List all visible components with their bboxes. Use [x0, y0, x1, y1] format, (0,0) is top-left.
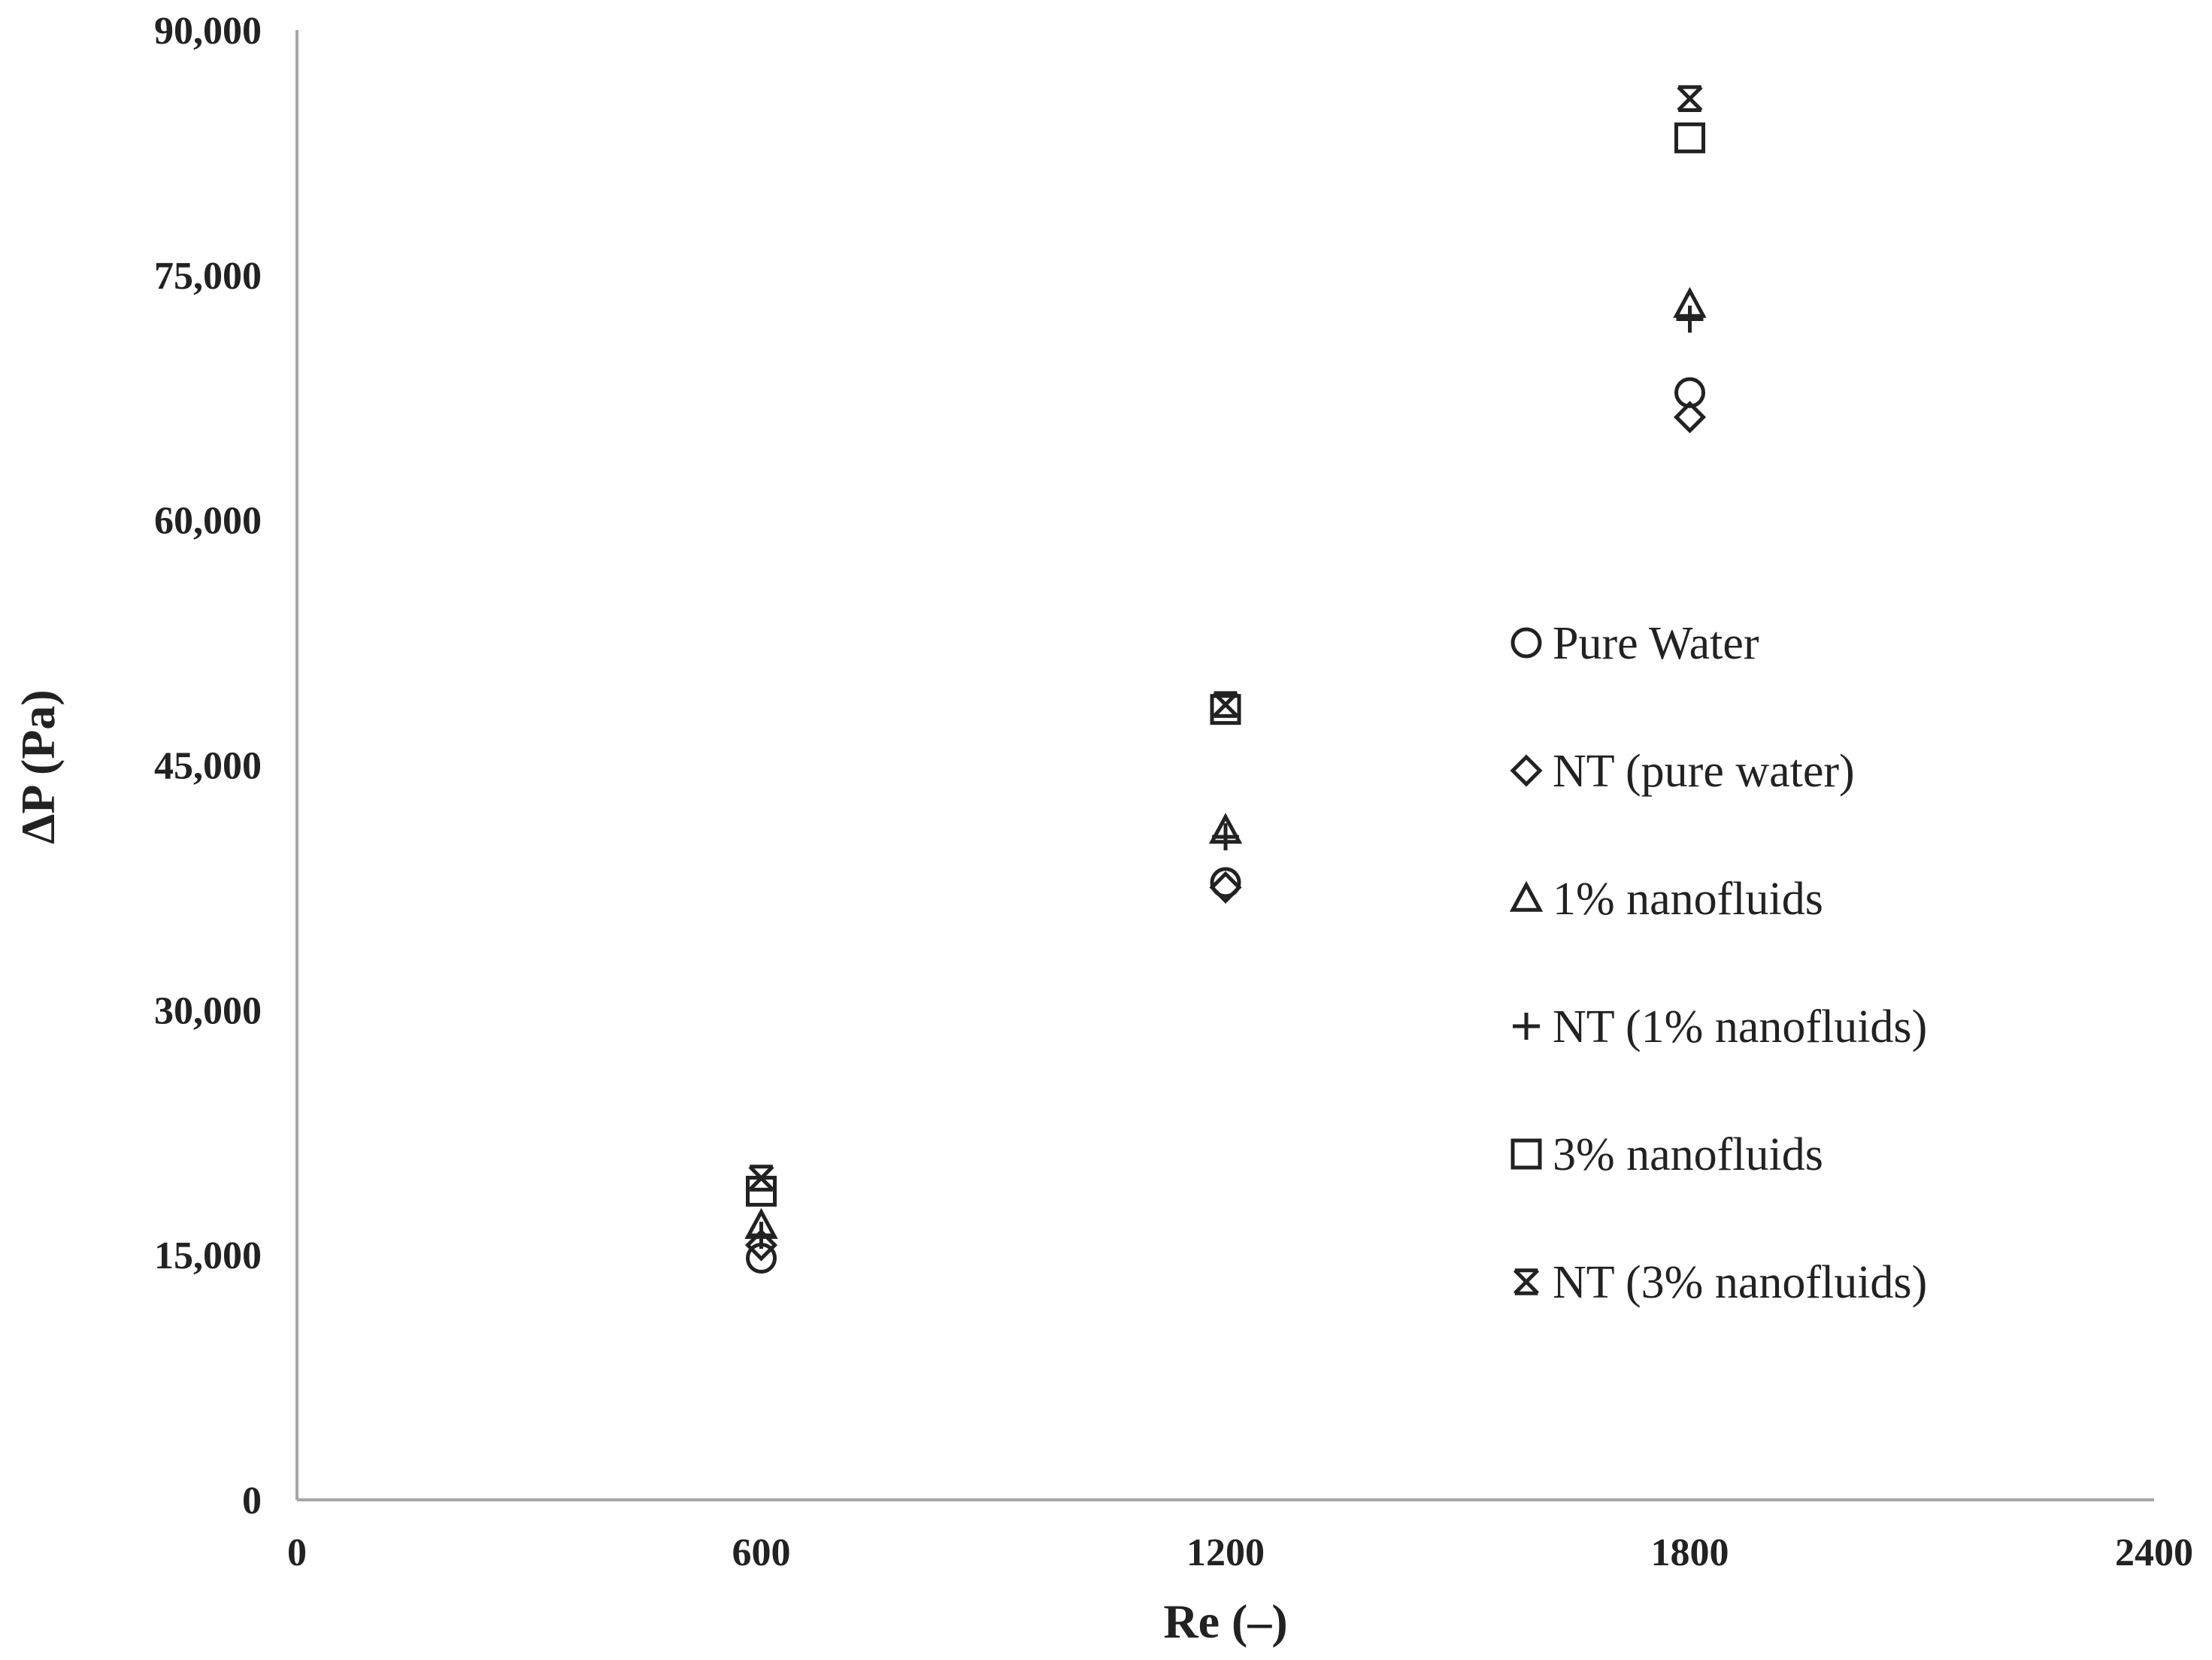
data-point — [1209, 871, 1242, 904]
x-tick-label: 1200 — [1186, 1531, 1265, 1574]
data-point — [744, 1228, 778, 1262]
x-tick-label: 0 — [287, 1531, 307, 1574]
y-tick-label: 60,000 — [154, 500, 262, 543]
legend-marker — [1511, 627, 1542, 659]
legend: Pure Water NT (pure water) 1% nanofluids NT… — [1509, 618, 1927, 1308]
data-point — [747, 1222, 775, 1250]
y-axis-title: ΔP (Pa) — [11, 689, 65, 844]
y-tick-label: 30,000 — [154, 989, 262, 1032]
data-point — [1677, 85, 1703, 113]
y-tick-label: 75,000 — [154, 255, 262, 298]
data-points — [744, 85, 1707, 1274]
legend-label: NT (pure water) — [1553, 746, 1855, 797]
y-tick-labels: 0 15,000 30,000 45,000 60,000 75,000 90,000 — [154, 10, 262, 1522]
data-point — [1210, 694, 1241, 725]
x-tick-label: 600 — [732, 1531, 791, 1574]
legend-label: Pure Water — [1553, 618, 1759, 669]
legend-label: NT (3% nanofluids) — [1553, 1257, 1927, 1308]
y-tick-label: 90,000 — [154, 10, 262, 53]
legend-label: 1% nanofluids — [1553, 874, 1823, 925]
x-tick-label: 1800 — [1651, 1531, 1729, 1574]
legend-marker — [1511, 1138, 1542, 1170]
data-point — [1674, 122, 1705, 153]
y-tick-label: 0 — [242, 1480, 262, 1522]
x-tick-label: 2400 — [2115, 1531, 2193, 1574]
data-point — [748, 1165, 774, 1192]
legend-label: 3% nanofluids — [1553, 1129, 1823, 1180]
legend-marker — [1513, 1268, 1540, 1295]
data-point — [1212, 691, 1239, 718]
data-point — [1212, 823, 1239, 851]
x-tick-labels: 0 600 1200 1800 2400 — [287, 1531, 2193, 1574]
x-axis-title: Re (–) — [1163, 1595, 1287, 1648]
legend-label: NT (1% nanofluids) — [1553, 1001, 1927, 1053]
data-point — [1210, 867, 1241, 898]
data-point — [1673, 401, 1707, 434]
legend-marker — [1513, 1013, 1540, 1040]
legend-marker — [1509, 880, 1544, 912]
y-tick-label: 45,000 — [154, 745, 262, 788]
y-tick-label: 15,000 — [154, 1234, 262, 1277]
legend-marker — [1510, 754, 1543, 787]
data-point — [1676, 305, 1704, 333]
